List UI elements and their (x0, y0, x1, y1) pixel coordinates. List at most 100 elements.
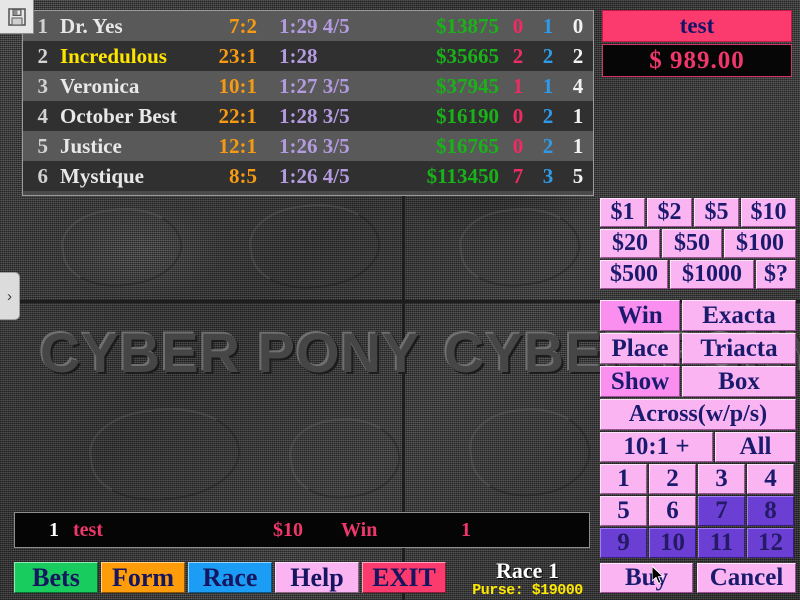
sidebar-expand-tab[interactable]: › (0, 272, 20, 320)
nav-button-help[interactable]: Help (275, 562, 359, 593)
nav-button-race[interactable]: Race (188, 562, 272, 593)
denom-button-50[interactable]: $50 (662, 229, 722, 258)
bet-type-row: Across(w/p/s) (600, 399, 796, 430)
denom-button-5[interactable]: $5 (694, 198, 739, 227)
tile-seam-vertical (402, 196, 405, 600)
save-button[interactable] (0, 0, 34, 34)
denom-button-20[interactable]: $20 (600, 229, 660, 258)
horse-shows: 1 (572, 133, 584, 158)
horse-button-2[interactable]: 2 (649, 464, 696, 494)
account-balance: $ 989.00 (602, 44, 792, 77)
denom-button-1[interactable]: $1 (600, 198, 645, 227)
bet-slip-horse: 1 (461, 518, 471, 541)
buy-button[interactable]: Buy (600, 563, 693, 593)
bet-type-box[interactable]: Box (682, 366, 796, 397)
nav-button-exit[interactable]: EXIT (362, 562, 446, 593)
bet-slip-account: test (73, 518, 103, 541)
horse-button-6[interactable]: 6 (649, 496, 696, 526)
horse-shows: 1 (572, 103, 584, 128)
bet-type-show[interactable]: Show (600, 366, 680, 397)
horse-button-4[interactable]: 4 (747, 464, 794, 494)
bet-type-across[interactable]: Across(w/p/s) (600, 399, 796, 430)
horse-places: 2 (542, 133, 554, 158)
bet-denomination-pad: $1 $2 $5 $10 $20 $50 $100 $500 $1000 $? (600, 198, 796, 291)
background-horse-motif (57, 200, 187, 294)
table-row[interactable]: 2 Incredulous 23:1 1:28 $35665 2 2 2 (23, 41, 593, 71)
horse-earnings: $13875 (436, 13, 499, 38)
horse-odds: 7:2 (229, 13, 257, 38)
horse-earnings: $16190 (436, 103, 499, 128)
bet-type-win[interactable]: Win (600, 300, 680, 331)
bet-type-pad: Win Exacta Place Triacta Show Box Across… (600, 300, 796, 432)
confirm-buttons: Buy Cancel (600, 563, 796, 593)
horse-earnings: $37945 (436, 73, 499, 98)
horse-name: Justice (60, 133, 122, 158)
background-horse-motif (284, 410, 406, 506)
denom-button-1000[interactable]: $1000 (670, 260, 754, 289)
horse-button-7: 7 (698, 496, 745, 526)
horse-wins: 2 (512, 43, 524, 68)
main-navbar: Bets Form Race Help EXIT (14, 562, 446, 593)
bet-type-row: Place Triacta (600, 333, 796, 364)
horse-time: 1:28 3/5 (279, 103, 350, 128)
horse-number: 4 (37, 103, 49, 128)
horse-places: 2 (542, 43, 554, 68)
horse-button-3[interactable]: 3 (698, 464, 745, 494)
horse-earnings: $113450 (426, 163, 499, 188)
nav-button-bets[interactable]: Bets (14, 562, 98, 593)
background-logo-left: CYBER PONY (40, 321, 421, 384)
filter-button-all[interactable]: All (715, 432, 796, 462)
background-horse-motif (455, 200, 585, 294)
table-row[interactable]: 5 Justice 12:1 1:26 3/5 $16765 0 2 1 (23, 131, 593, 161)
horse-button-1[interactable]: 1 (600, 464, 647, 494)
denom-button-100[interactable]: $100 (724, 229, 796, 258)
horse-number: 5 (37, 133, 49, 158)
race-odds-table: 1 Dr. Yes 7:2 1:29 4/5 $13875 0 1 0 2 In… (22, 10, 594, 196)
horse-shows: 4 (572, 73, 584, 98)
denomination-row: $20 $50 $100 (600, 229, 796, 258)
denom-button-500[interactable]: $500 (600, 260, 668, 289)
tile-seam-horizontal (0, 300, 800, 303)
denom-button-custom[interactable]: $? (756, 260, 796, 289)
denom-button-2[interactable]: $2 (647, 198, 692, 227)
horse-number: 2 (37, 43, 49, 68)
horse-time: 1:26 3/5 (279, 133, 350, 158)
table-row[interactable]: 3 Veronica 10:1 1:27 3/5 $37945 1 1 4 (23, 71, 593, 101)
horse-shows: 5 (572, 163, 584, 188)
horse-odds: 12:1 (218, 133, 258, 158)
chevron-right-icon: › (7, 287, 12, 305)
cancel-button[interactable]: Cancel (697, 563, 796, 593)
bet-type-exacta[interactable]: Exacta (682, 300, 796, 331)
horse-name: October Best (60, 103, 177, 128)
horse-shows: 0 (572, 13, 584, 38)
horse-time: 1:26 4/5 (279, 163, 350, 188)
denom-button-10[interactable]: $10 (741, 198, 796, 227)
horse-wins: 0 (512, 133, 524, 158)
bet-type-triacta[interactable]: Triacta (682, 333, 796, 364)
horse-places: 1 (542, 13, 554, 38)
nav-button-form[interactable]: Form (101, 562, 185, 593)
bet-type-row: Win Exacta (600, 300, 796, 331)
numpad-row: 1 2 3 4 (600, 464, 796, 494)
bet-slip-amount: $10 (273, 518, 303, 541)
horse-odds: 10:1 (218, 73, 258, 98)
horse-number: 6 (37, 163, 49, 188)
horse-button-8: 8 (747, 496, 794, 526)
table-row[interactable]: 6 Mystique 8:5 1:26 4/5 $113450 7 3 5 (23, 161, 593, 191)
horse-button-5[interactable]: 5 (600, 496, 647, 526)
account-panel: test $ 989.00 (602, 10, 792, 77)
bet-slip-type: Win (341, 518, 378, 541)
horse-odds: 22:1 (218, 103, 258, 128)
race-number-label: Race 1 (496, 558, 559, 583)
horse-wins: 0 (512, 13, 524, 38)
race-info: Race 1 Purse: $19000 (460, 558, 595, 600)
horse-time: 1:27 3/5 (279, 73, 350, 98)
bet-type-place[interactable]: Place (600, 333, 680, 364)
table-row[interactable]: 1 Dr. Yes 7:2 1:29 4/5 $13875 0 1 0 (23, 11, 593, 41)
bet-slip[interactable]: 1 test $10 Win 1 (14, 512, 590, 548)
table-row[interactable]: 4 October Best 22:1 1:28 3/5 $16190 0 2 … (23, 101, 593, 131)
filter-button-odds[interactable]: 10:1 + (600, 432, 713, 462)
horse-places: 3 (542, 163, 554, 188)
horse-name: Incredulous (60, 43, 167, 68)
horse-time: 1:28 (279, 43, 318, 68)
